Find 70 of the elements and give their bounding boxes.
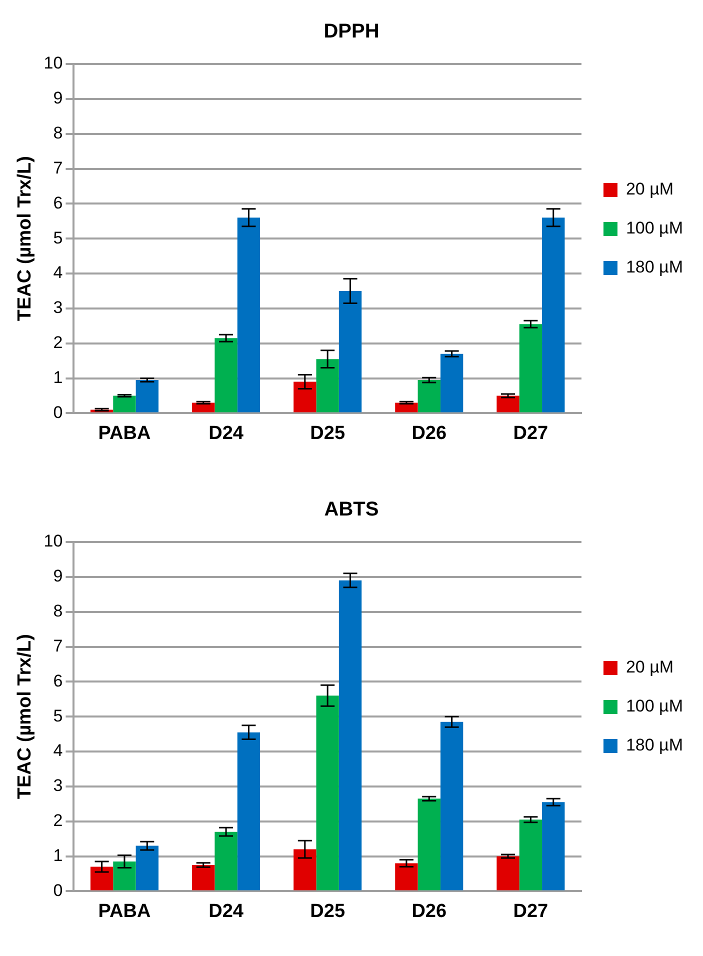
- bar: [542, 218, 565, 412]
- x-tick-label: D26: [412, 900, 447, 922]
- y-tick-label: 8: [53, 602, 63, 621]
- y-tick-label: 5: [53, 228, 63, 248]
- legend-label: 20 µM: [626, 658, 674, 677]
- y-tick-label: 5: [53, 706, 63, 726]
- bar: [440, 354, 464, 412]
- bar: [395, 402, 418, 412]
- y-tick-label: 6: [53, 671, 63, 690]
- x-tick-label: D25: [310, 900, 346, 922]
- x-tick-label: D26: [412, 422, 447, 444]
- bar: [395, 863, 418, 890]
- x-tick-label: D24: [208, 900, 244, 922]
- x-tick-label: D24: [208, 422, 244, 444]
- bar: [316, 359, 339, 412]
- y-tick-label: 1: [53, 368, 63, 387]
- y-axis-title: TEAC (µmol Trx/L): [14, 156, 36, 322]
- y-tick-label: 9: [53, 566, 63, 586]
- chart-title: DPPH: [324, 20, 380, 43]
- x-tick-label: D27: [513, 900, 548, 922]
- y-tick-label: 2: [53, 811, 63, 830]
- y-tick-label: 3: [53, 776, 63, 796]
- bar: [136, 846, 159, 890]
- x-tick-label: D25: [310, 422, 346, 444]
- bar: [214, 338, 238, 412]
- y-tick-label: 1: [53, 846, 63, 865]
- bar: [113, 862, 136, 890]
- legend-label: 180 µM: [626, 258, 684, 277]
- y-tick-label: 4: [53, 741, 63, 760]
- bar: [136, 380, 159, 412]
- bar: [519, 820, 542, 890]
- legend-label: 100 µM: [626, 218, 684, 238]
- bar: [113, 396, 136, 412]
- legend-label: 20 µM: [626, 180, 674, 199]
- y-tick-label: 6: [53, 193, 63, 212]
- y-tick-label: 7: [53, 636, 63, 656]
- y-tick-label: 3: [53, 298, 63, 318]
- bar: [338, 580, 362, 890]
- bar: [294, 382, 316, 412]
- y-tick-label: 7: [53, 158, 63, 178]
- bar: [338, 290, 362, 412]
- y-tick-label: 4: [53, 263, 63, 282]
- bar: [214, 832, 238, 890]
- bar: [496, 856, 520, 890]
- bar: [542, 802, 565, 890]
- bar: [192, 865, 215, 890]
- bar: [294, 849, 316, 890]
- x-tick-label: PABA: [98, 900, 151, 922]
- bar: [418, 798, 440, 890]
- x-tick-label: D27: [513, 422, 548, 444]
- y-tick-label: 10: [44, 532, 63, 551]
- bar: [440, 722, 464, 890]
- bar: [90, 866, 114, 890]
- legend-label: 180 µM: [626, 736, 684, 755]
- bar: [496, 396, 520, 412]
- bar: [418, 380, 440, 412]
- y-tick-label: 0: [53, 402, 63, 422]
- y-tick-label: 10: [44, 54, 63, 73]
- y-tick-label: 9: [53, 88, 63, 108]
- bar: [237, 732, 260, 890]
- legend-label: 100 µM: [626, 696, 684, 716]
- bar: [519, 324, 542, 412]
- bar: [237, 218, 260, 412]
- bar: [316, 696, 339, 890]
- y-tick-label: 0: [53, 880, 63, 900]
- chart-title: ABTS: [324, 498, 379, 521]
- y-axis-title: TEAC (µmol Trx/L): [14, 634, 36, 800]
- y-tick-label: 2: [53, 333, 63, 352]
- y-tick-label: 8: [53, 124, 63, 143]
- x-tick-label: PABA: [98, 422, 151, 444]
